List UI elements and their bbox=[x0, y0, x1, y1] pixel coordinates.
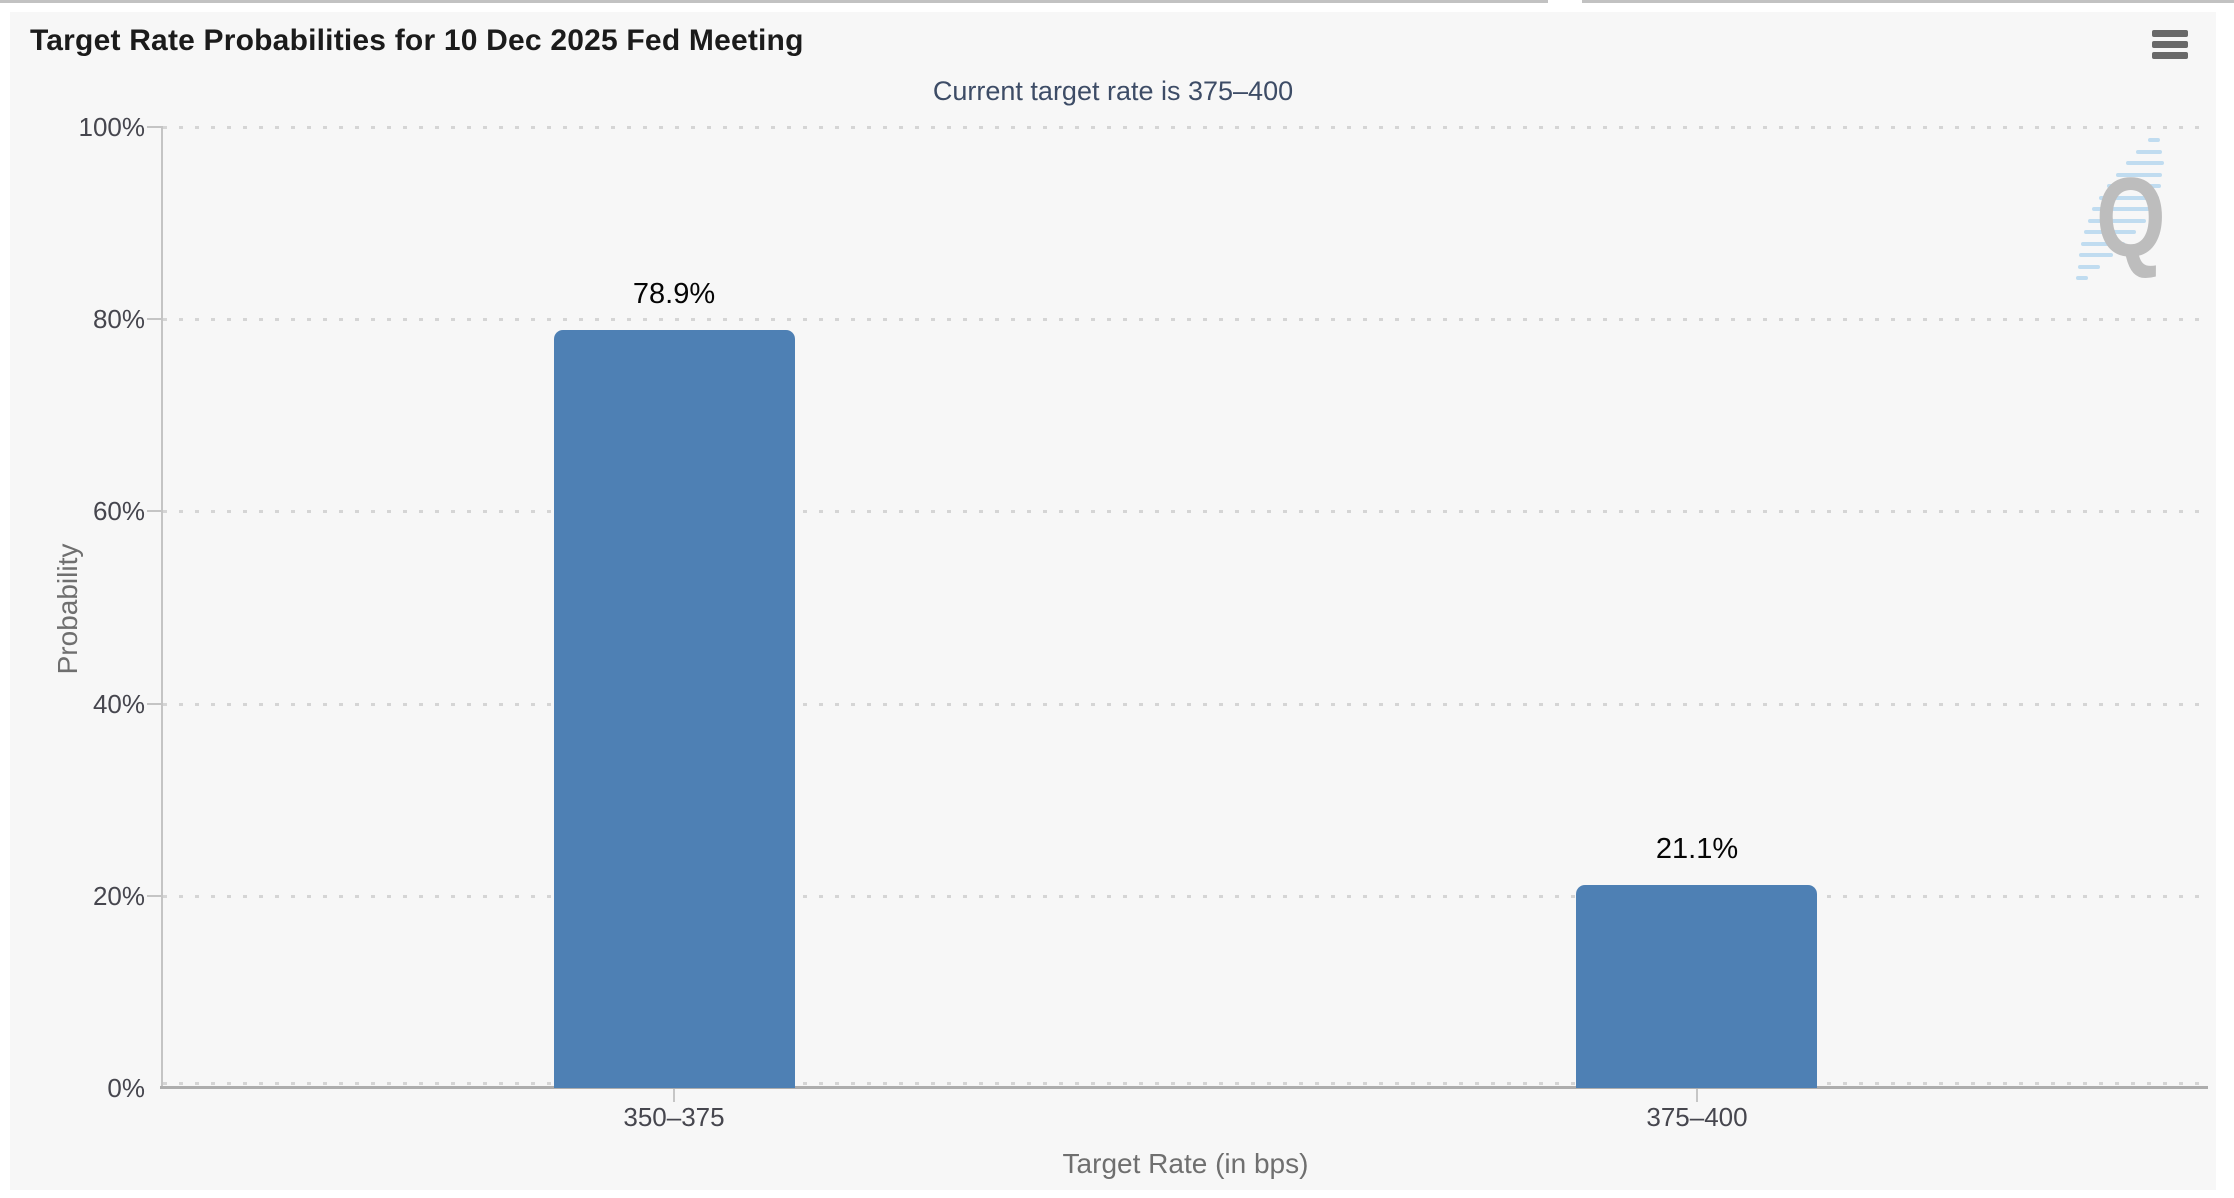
x-axis-line bbox=[160, 1086, 2208, 1089]
x-tick-350–375 bbox=[673, 1089, 675, 1102]
x-tick-label: 375–400 bbox=[1646, 1102, 1748, 1132]
y-tick-label-60: 60% bbox=[92, 496, 145, 526]
y-tick-40 bbox=[147, 703, 163, 705]
chart-title: Target Rate Probabilities for 10 Dec 202… bbox=[30, 24, 804, 57]
bar-350–375[interactable] bbox=[554, 330, 795, 1088]
hamburger-bar bbox=[2152, 30, 2188, 37]
gridline-100 bbox=[163, 126, 2208, 129]
chart-panel: Target Rate Probabilities for 10 Dec 202… bbox=[10, 12, 2216, 1190]
y-tick-20 bbox=[147, 895, 163, 897]
chart-subtitle: Current target rate is 375–400 bbox=[932, 76, 1294, 106]
gridline-40 bbox=[163, 703, 2208, 706]
hamburger-bar bbox=[2152, 52, 2188, 59]
y-tick-60 bbox=[147, 510, 163, 512]
gridline-0 bbox=[163, 1082, 2208, 1085]
gridline-60 bbox=[163, 510, 2208, 513]
y-tick-label-20: 20% bbox=[92, 881, 145, 911]
bar-375–400[interactable] bbox=[1576, 885, 1817, 1088]
hamburger-menu-icon[interactable] bbox=[2152, 30, 2192, 64]
x-tick-375–400 bbox=[1696, 1089, 1698, 1102]
hamburger-bar bbox=[2152, 41, 2188, 48]
y-tick-label-40: 40% bbox=[92, 689, 145, 719]
bar-value-label: 78.9% bbox=[632, 278, 716, 310]
y-tick-label-0: 0% bbox=[107, 1073, 145, 1103]
plot-area bbox=[147, 126, 2208, 1102]
gridline-80 bbox=[163, 318, 2208, 321]
y-axis-line bbox=[161, 127, 163, 1088]
y-tick-label-80: 80% bbox=[92, 304, 145, 334]
gridline-20 bbox=[163, 895, 2208, 898]
bar-value-label: 21.1% bbox=[1655, 833, 1739, 865]
top-hairline-notch bbox=[1548, 0, 1582, 3]
y-tick-label-100: 100% bbox=[78, 112, 146, 142]
y-tick-100 bbox=[147, 126, 163, 128]
top-hairline bbox=[0, 0, 2234, 3]
x-axis-title: Target Rate (in bps) bbox=[1062, 1148, 1309, 1179]
y-tick-80 bbox=[147, 318, 163, 320]
x-tick-label: 350–375 bbox=[623, 1102, 725, 1132]
